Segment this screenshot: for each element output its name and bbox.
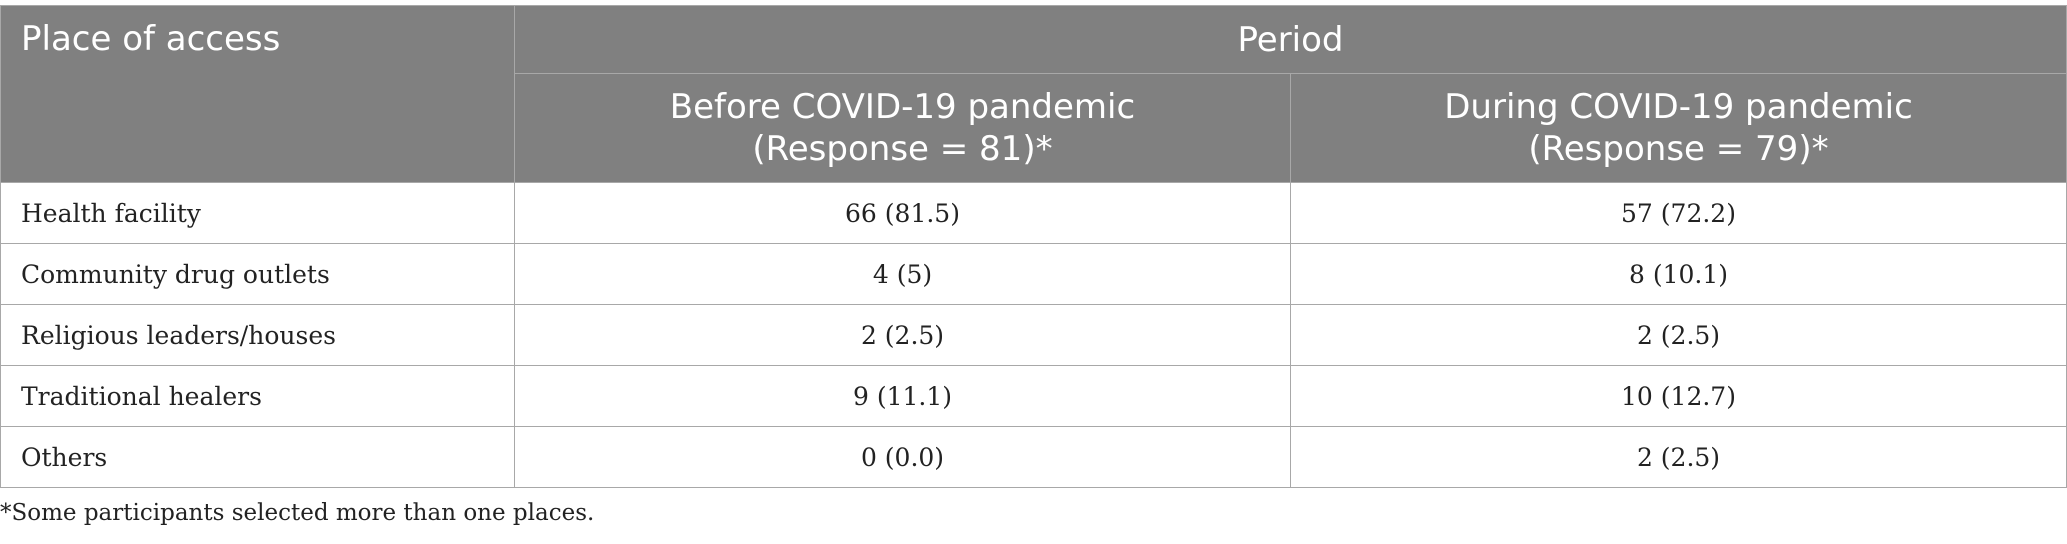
access-table-container: Place of access Period Before COVID-19 p… (0, 5, 2067, 488)
row-label: Others (0, 426, 515, 488)
column-header-before: Before COVID-19 pandemic (Response = 81)… (514, 73, 1291, 183)
during-header-response: (Response = 79)* (1528, 129, 1829, 169)
column-header-period: Period (514, 5, 2067, 74)
before-value: 2 (2.5) (514, 304, 1291, 366)
table-row: Others 0 (0.0) 2 (2.5) (0, 426, 2067, 488)
before-value: 9 (11.1) (514, 365, 1291, 427)
row-label: Traditional healers (0, 365, 515, 427)
during-value: 8 (10.1) (1290, 243, 2067, 305)
before-value: 0 (0.0) (514, 426, 1291, 488)
table-row: Health facility 66 (81.5) 57 (72.2) (0, 182, 2067, 244)
table-footnote: *Some participants selected more than on… (0, 500, 595, 526)
before-header-title: Before COVID-19 pandemic (669, 87, 1136, 127)
before-value: 66 (81.5) (514, 182, 1291, 244)
before-value: 4 (5) (514, 243, 1291, 305)
place-of-access-table: Place of access Period Before COVID-19 p… (0, 5, 2067, 488)
before-header-response: (Response = 81)* (752, 129, 1053, 169)
during-value: 10 (12.7) (1290, 365, 2067, 427)
row-label: Community drug outlets (0, 243, 515, 305)
table-row: Traditional healers 9 (11.1) 10 (12.7) (0, 365, 2067, 427)
table-row: Religious leaders/houses 2 (2.5) 2 (2.5) (0, 304, 2067, 366)
column-header-place: Place of access (0, 5, 515, 183)
column-header-during: During COVID-19 pandemic (Response = 79)… (1290, 73, 2067, 183)
during-value: 2 (2.5) (1290, 426, 2067, 488)
row-label: Health facility (0, 182, 515, 244)
during-header-title: During COVID-19 pandemic (1444, 87, 1913, 127)
header-row-top: Place of access Period (0, 5, 2067, 183)
header-row-sub: Before COVID-19 pandemic (Response = 81)… (1, 73, 2067, 183)
during-value: 2 (2.5) (1290, 304, 2067, 366)
table-row: Community drug outlets 4 (5) 8 (10.1) (0, 243, 2067, 305)
row-label: Religious leaders/houses (0, 304, 515, 366)
during-value: 57 (72.2) (1290, 182, 2067, 244)
